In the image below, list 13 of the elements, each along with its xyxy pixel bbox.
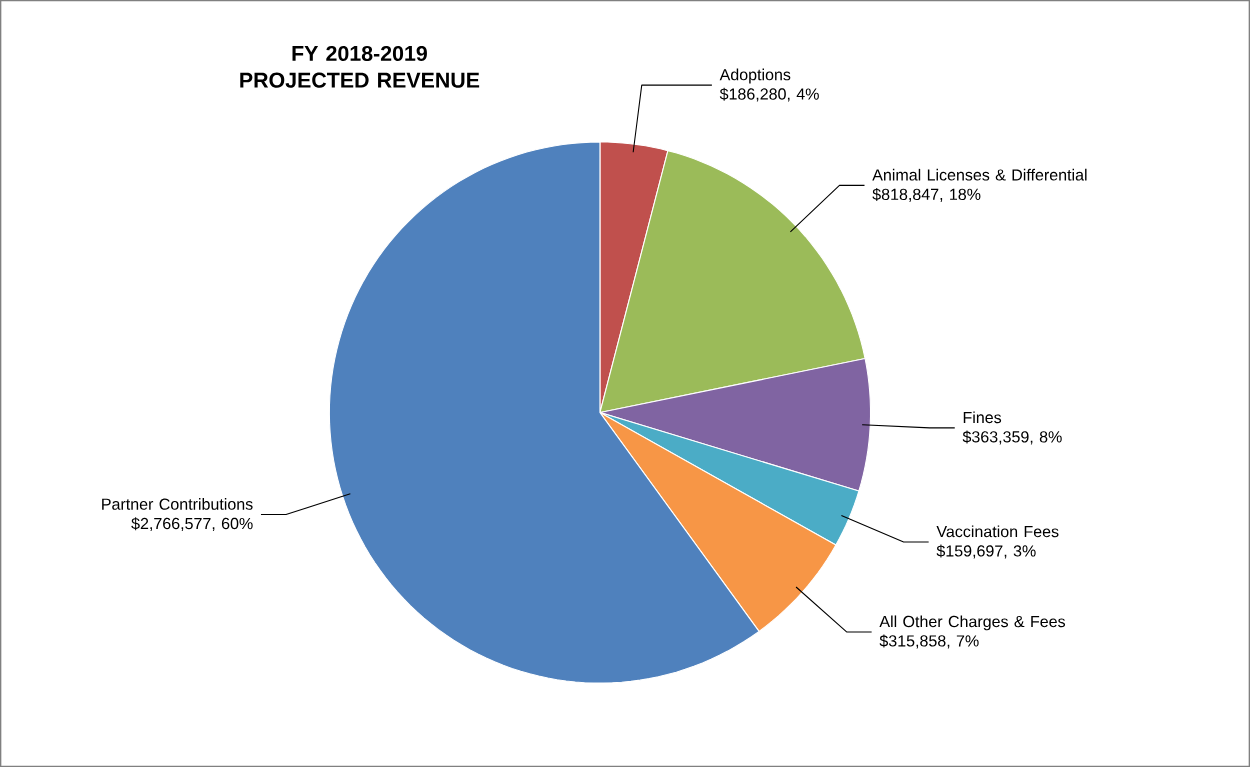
chart-title: FY 2018-2019 PROJECTED REVENUE bbox=[240, 45, 480, 88]
slice-label: Vaccination Fees bbox=[936, 525, 1059, 538]
data-label: $363,359, 8% bbox=[962, 430, 1062, 445]
data-label: $159,697, 3% bbox=[936, 544, 1036, 559]
slice-label: All Other Charges & Fees bbox=[879, 615, 1066, 631]
data-label: $315,858, 7% bbox=[879, 634, 979, 649]
slice-label: Partner Contributions bbox=[102, 498, 253, 510]
data-label: $818,847, 18% bbox=[872, 187, 981, 202]
slice-label: Animal Licenses & Differential bbox=[872, 168, 1087, 181]
slice-label: Adoptions bbox=[719, 68, 791, 84]
slice-label: Fines bbox=[963, 411, 1002, 424]
data-label: $186,280, 4% bbox=[719, 87, 819, 102]
data-label: $2,766,577, 60% bbox=[131, 517, 253, 532]
